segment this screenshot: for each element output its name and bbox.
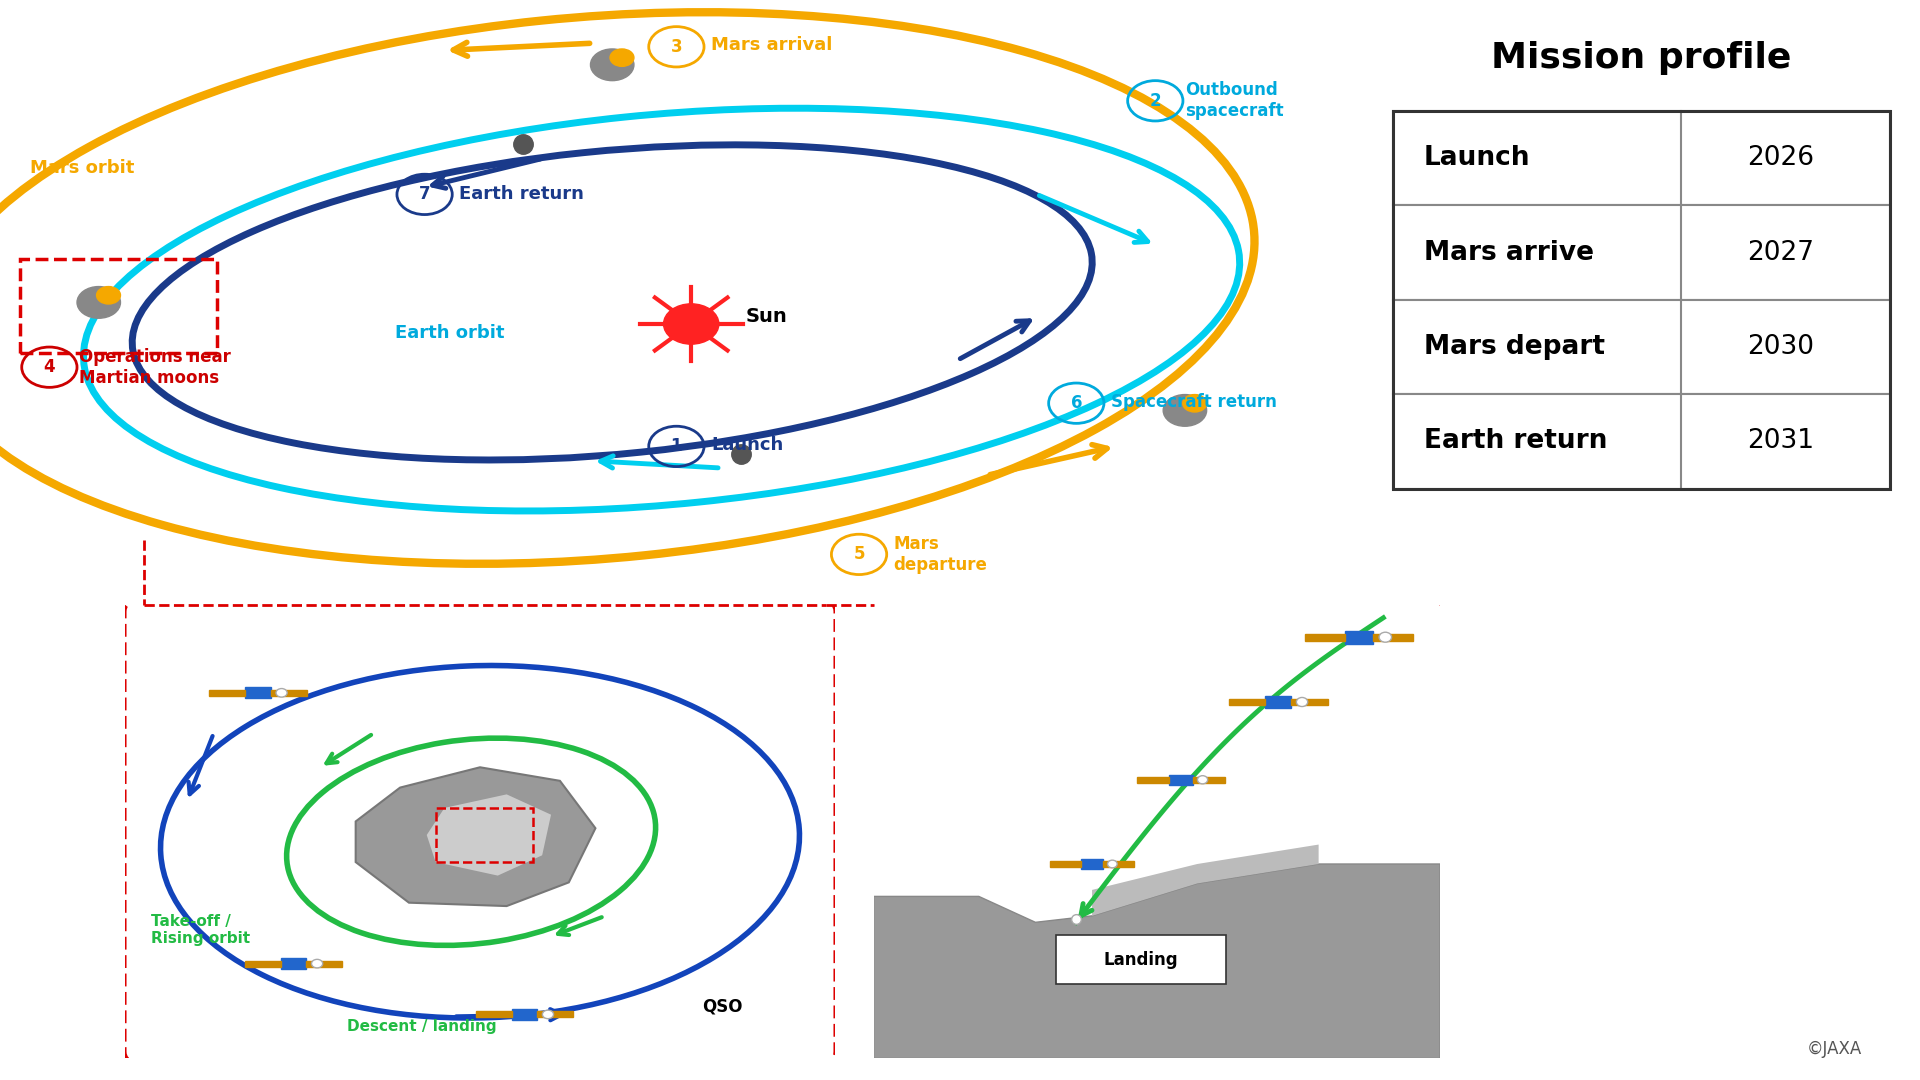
Text: 2031: 2031 bbox=[1747, 429, 1814, 455]
Text: 2026: 2026 bbox=[1747, 145, 1814, 172]
Text: 6: 6 bbox=[1071, 394, 1083, 413]
Bar bbox=[1344, 631, 1373, 644]
Text: 2027: 2027 bbox=[1747, 240, 1814, 266]
Bar bbox=[1104, 861, 1135, 867]
Text: ©JAXA: ©JAXA bbox=[1807, 1040, 1862, 1058]
Text: Sun: Sun bbox=[745, 308, 787, 326]
Text: 5: 5 bbox=[852, 545, 864, 564]
Text: Mars
departure: Mars departure bbox=[893, 535, 987, 573]
Text: Mars depart: Mars depart bbox=[1425, 334, 1605, 360]
Text: 3: 3 bbox=[670, 38, 682, 56]
Circle shape bbox=[1379, 632, 1392, 643]
Bar bbox=[1265, 697, 1290, 707]
Polygon shape bbox=[426, 795, 551, 876]
Bar bbox=[1192, 777, 1225, 783]
Circle shape bbox=[1198, 775, 1208, 784]
Bar bbox=[538, 1011, 574, 1017]
Text: Mars arrive: Mars arrive bbox=[1425, 240, 1594, 266]
Circle shape bbox=[541, 1010, 553, 1018]
Bar bbox=[1081, 859, 1104, 869]
Text: Operations near
Martian moons: Operations near Martian moons bbox=[79, 348, 230, 387]
Text: Mission profile: Mission profile bbox=[1492, 41, 1791, 76]
Text: Landing: Landing bbox=[1104, 950, 1179, 969]
Bar bbox=[1306, 634, 1344, 640]
FancyBboxPatch shape bbox=[1392, 394, 1891, 488]
Bar bbox=[280, 958, 307, 969]
Bar bbox=[307, 960, 342, 967]
Bar bbox=[246, 687, 271, 699]
FancyBboxPatch shape bbox=[1392, 205, 1891, 300]
Text: 4: 4 bbox=[44, 359, 56, 376]
Bar bbox=[1169, 774, 1192, 785]
Polygon shape bbox=[1092, 845, 1319, 916]
Polygon shape bbox=[874, 864, 1440, 1058]
Bar bbox=[244, 960, 280, 967]
FancyBboxPatch shape bbox=[1392, 300, 1891, 394]
Bar bbox=[209, 690, 246, 696]
Text: Spacecraft return: Spacecraft return bbox=[1112, 393, 1277, 410]
Text: 1: 1 bbox=[670, 437, 682, 456]
Text: Earth return: Earth return bbox=[459, 186, 584, 203]
Text: Mars arrival: Mars arrival bbox=[710, 36, 833, 54]
Circle shape bbox=[664, 303, 718, 345]
Text: Take-off /
Rising orbit: Take-off / Rising orbit bbox=[152, 914, 252, 946]
Text: QSO: QSO bbox=[703, 997, 743, 1015]
Circle shape bbox=[77, 286, 121, 319]
FancyBboxPatch shape bbox=[1392, 111, 1891, 205]
Circle shape bbox=[1296, 698, 1308, 706]
FancyBboxPatch shape bbox=[1056, 935, 1225, 984]
Text: 7: 7 bbox=[419, 186, 430, 203]
Circle shape bbox=[96, 286, 121, 303]
Text: Outbound
spacecraft: Outbound spacecraft bbox=[1185, 81, 1284, 120]
Text: Earth orbit: Earth orbit bbox=[396, 324, 505, 342]
Bar bbox=[511, 1009, 538, 1020]
Bar bbox=[1050, 861, 1081, 867]
Bar bbox=[476, 1011, 511, 1017]
Circle shape bbox=[591, 49, 634, 81]
Bar bbox=[1229, 699, 1265, 705]
Bar bbox=[1373, 634, 1413, 640]
Text: Descent / landing: Descent / landing bbox=[348, 1020, 497, 1035]
Circle shape bbox=[1183, 394, 1206, 411]
Bar bbox=[1290, 699, 1327, 705]
Text: 2: 2 bbox=[1150, 92, 1162, 110]
Text: Launch: Launch bbox=[1425, 145, 1530, 172]
Text: Mars orbit: Mars orbit bbox=[29, 159, 134, 177]
Text: 2030: 2030 bbox=[1747, 334, 1814, 360]
Text: Earth return: Earth return bbox=[1425, 429, 1607, 455]
Bar bbox=[271, 690, 307, 696]
Text: Launch: Launch bbox=[710, 436, 783, 454]
Polygon shape bbox=[355, 767, 595, 906]
Circle shape bbox=[611, 49, 634, 66]
Circle shape bbox=[276, 689, 288, 697]
Circle shape bbox=[311, 959, 323, 968]
Circle shape bbox=[1164, 394, 1206, 427]
Circle shape bbox=[1108, 860, 1117, 868]
Bar bbox=[1137, 777, 1169, 783]
